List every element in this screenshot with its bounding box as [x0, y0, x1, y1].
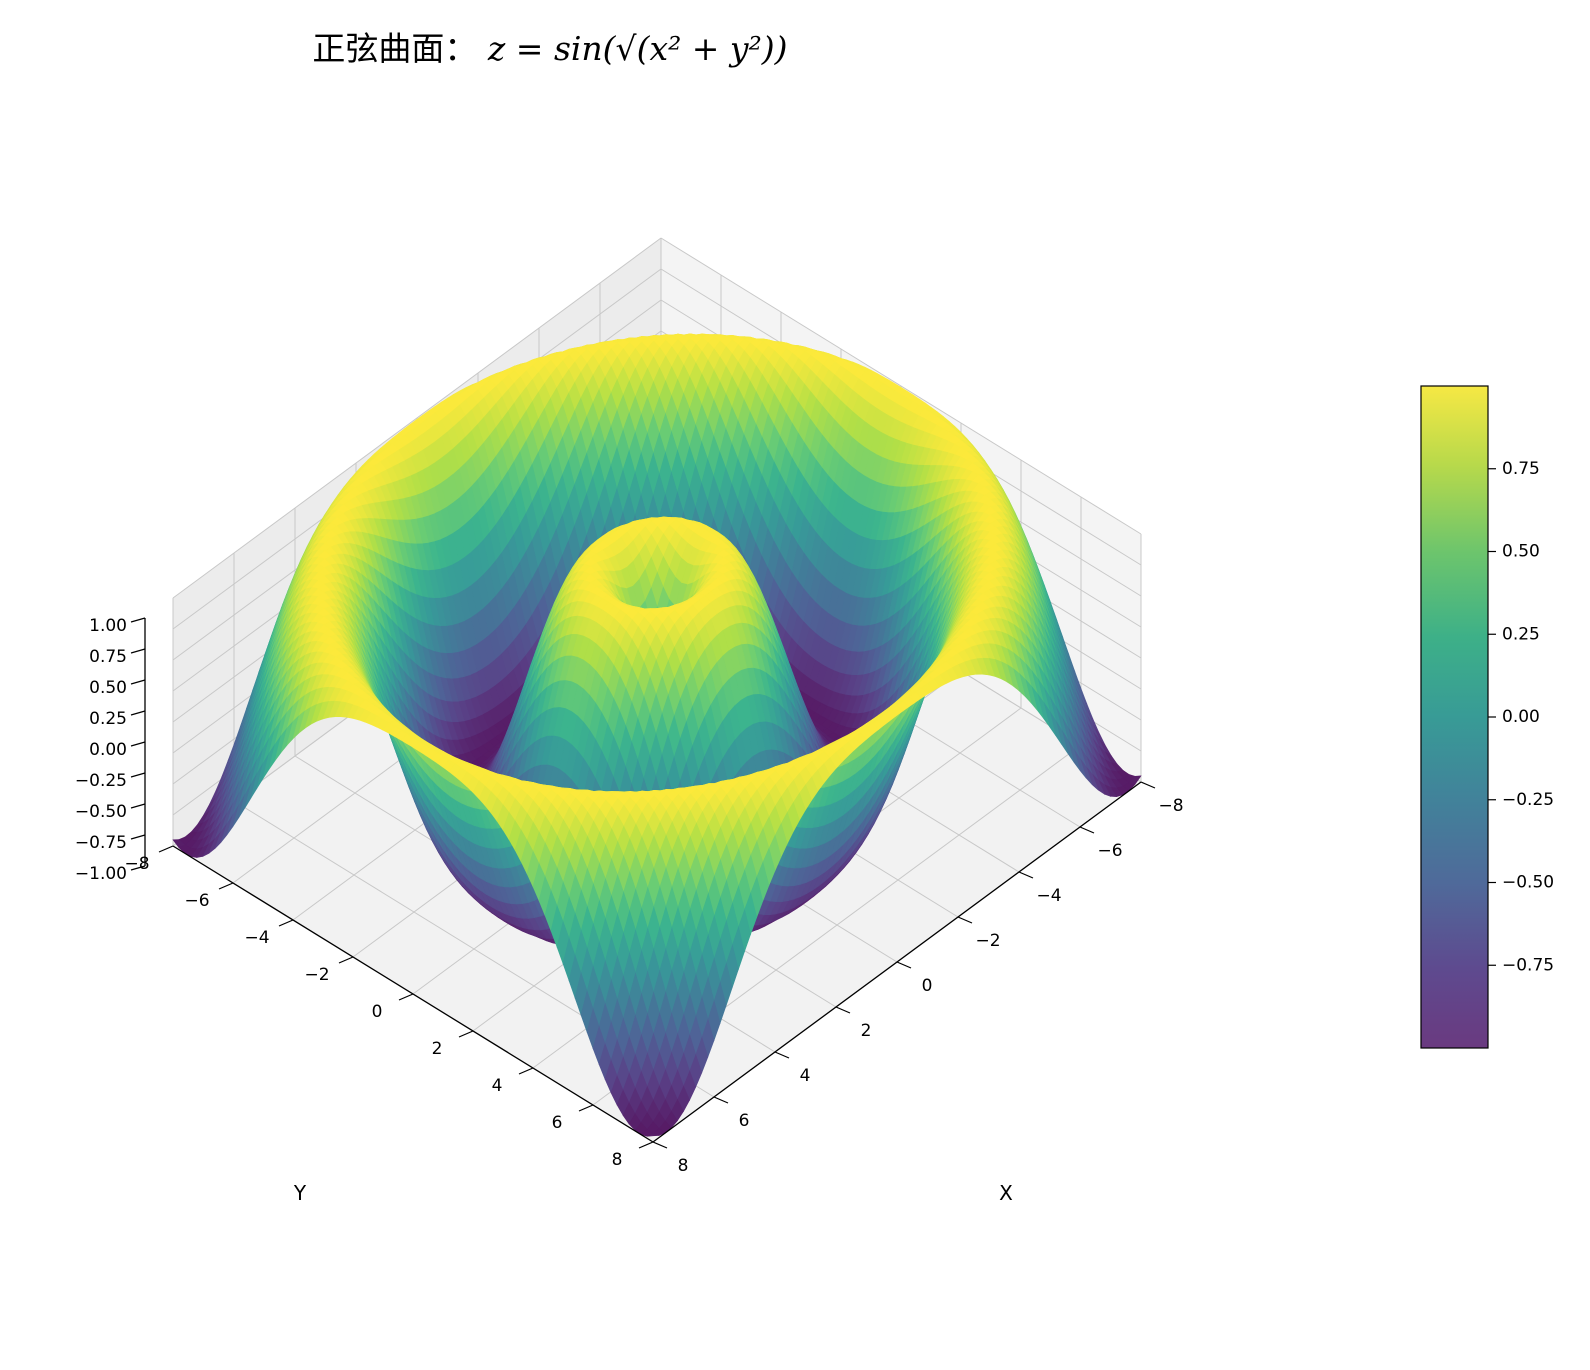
chart-title: 正弦曲面： z = sin(√(x² + y²))	[0, 22, 1100, 70]
chart-title-text: 正弦曲面：	[312, 29, 478, 68]
chart-title-formula: z = sin(√(x² + y²))	[487, 29, 788, 68]
wall-gridline	[172, 237, 662, 599]
surface-mesh	[172, 333, 1142, 1137]
wall-gridline	[660, 237, 1142, 535]
